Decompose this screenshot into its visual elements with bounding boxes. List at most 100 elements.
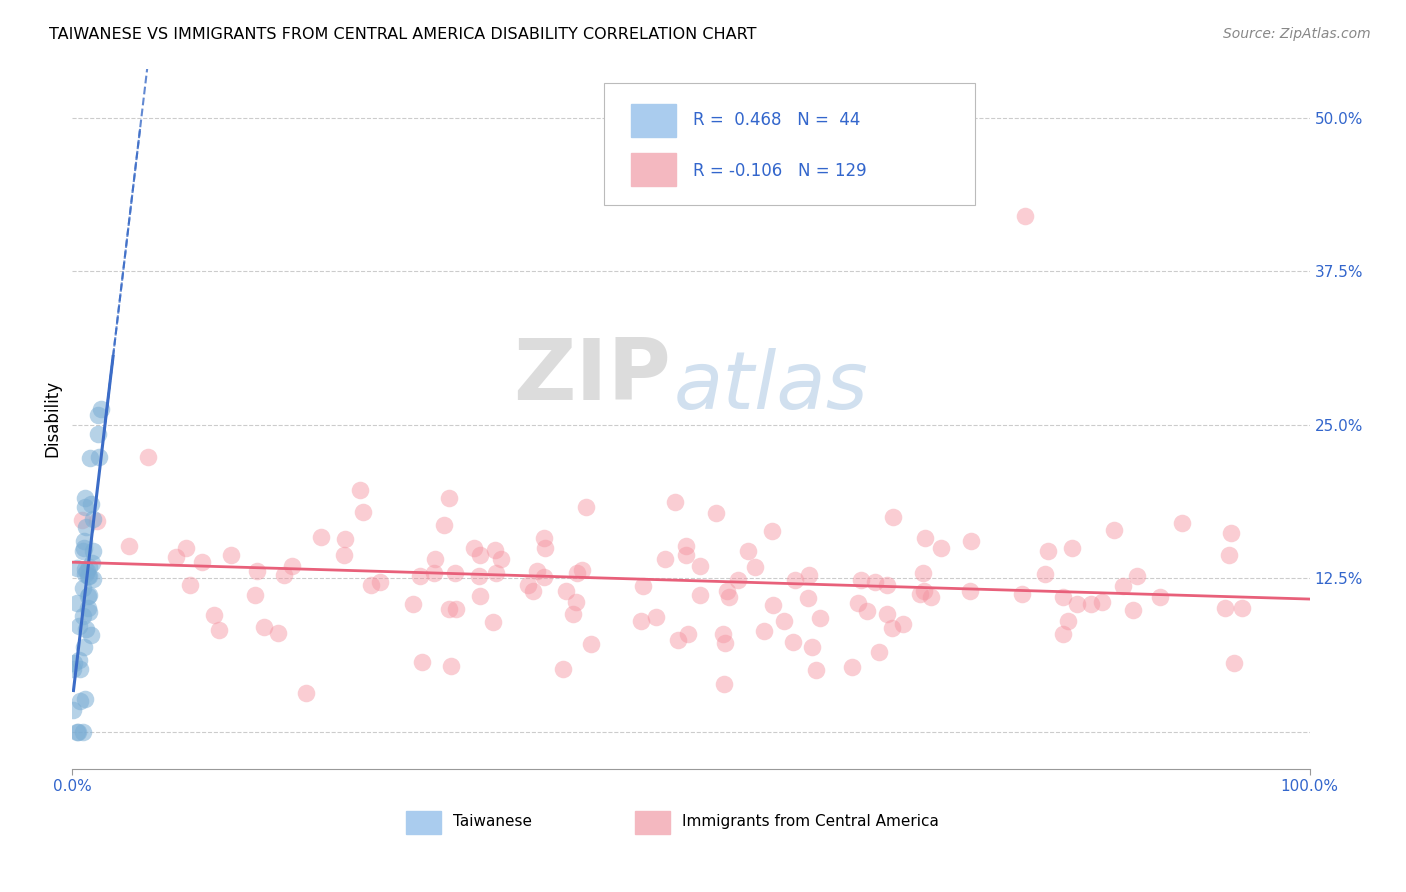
FancyBboxPatch shape bbox=[631, 153, 676, 186]
Point bbox=[912, 584, 935, 599]
Point bbox=[654, 551, 676, 566]
Point bbox=[62, 662, 84, 676]
Point bbox=[66, 561, 89, 575]
Point bbox=[179, 578, 201, 592]
Point bbox=[676, 626, 699, 640]
Point bbox=[1036, 544, 1059, 558]
Point bbox=[1066, 597, 1088, 611]
Point bbox=[368, 575, 391, 590]
Point bbox=[82, 572, 104, 586]
Point bbox=[67, 653, 90, 667]
Point bbox=[711, 627, 734, 641]
Point bbox=[76, 564, 98, 578]
Point bbox=[704, 506, 727, 520]
Point bbox=[849, 573, 872, 587]
Point bbox=[533, 541, 555, 555]
Point bbox=[69, 662, 91, 676]
Point bbox=[565, 566, 588, 580]
Point bbox=[73, 567, 96, 582]
Point bbox=[352, 504, 374, 518]
Point bbox=[67, 618, 90, 632]
Point bbox=[90, 402, 112, 417]
Point bbox=[555, 584, 578, 599]
Point bbox=[1052, 627, 1074, 641]
Point bbox=[202, 607, 225, 622]
Point bbox=[208, 623, 231, 637]
Point bbox=[349, 483, 371, 497]
Point bbox=[714, 636, 737, 650]
Point bbox=[1219, 526, 1241, 541]
Point bbox=[80, 497, 103, 511]
Point bbox=[533, 531, 555, 545]
Point bbox=[716, 584, 738, 599]
Point bbox=[841, 660, 863, 674]
Point bbox=[797, 568, 820, 582]
Point bbox=[1126, 568, 1149, 582]
Point bbox=[491, 552, 513, 566]
Point bbox=[675, 539, 697, 553]
Point bbox=[87, 409, 110, 423]
Point bbox=[562, 607, 585, 621]
Point bbox=[526, 564, 548, 578]
Point bbox=[79, 560, 101, 574]
Point bbox=[72, 541, 94, 555]
Point bbox=[908, 587, 931, 601]
Point bbox=[737, 544, 759, 558]
Point bbox=[744, 560, 766, 574]
Point bbox=[891, 616, 914, 631]
Point bbox=[517, 577, 540, 591]
Point bbox=[876, 578, 898, 592]
Point bbox=[468, 589, 491, 603]
Text: Immigrants from Central America: Immigrants from Central America bbox=[682, 814, 939, 830]
FancyBboxPatch shape bbox=[406, 811, 441, 834]
Point bbox=[574, 500, 596, 514]
Point bbox=[1057, 615, 1080, 629]
Point bbox=[243, 588, 266, 602]
Point bbox=[912, 566, 935, 580]
Point bbox=[761, 524, 783, 539]
Point bbox=[72, 724, 94, 739]
Point bbox=[444, 602, 467, 616]
Point bbox=[1149, 590, 1171, 604]
Point bbox=[1060, 541, 1083, 555]
Point bbox=[432, 517, 454, 532]
Point bbox=[868, 645, 890, 659]
Text: R =  0.468   N =  44: R = 0.468 N = 44 bbox=[693, 112, 860, 129]
Point bbox=[423, 551, 446, 566]
Point bbox=[75, 500, 97, 514]
Point bbox=[437, 602, 460, 616]
Point bbox=[1112, 579, 1135, 593]
Point bbox=[75, 562, 97, 576]
Point bbox=[1102, 523, 1125, 537]
Point bbox=[1011, 587, 1033, 601]
Point bbox=[82, 544, 104, 558]
Point bbox=[782, 635, 804, 649]
Point bbox=[1218, 549, 1240, 563]
Point bbox=[70, 513, 93, 527]
Point bbox=[1171, 516, 1194, 531]
Point bbox=[929, 541, 952, 555]
Point bbox=[914, 531, 936, 545]
Point bbox=[77, 588, 100, 602]
Point bbox=[1080, 597, 1102, 611]
Point bbox=[876, 607, 898, 621]
Point bbox=[66, 724, 89, 739]
Point bbox=[713, 677, 735, 691]
Point bbox=[82, 511, 104, 525]
Point bbox=[1014, 209, 1036, 223]
Point bbox=[360, 578, 382, 592]
Point bbox=[1091, 594, 1114, 608]
Point bbox=[75, 622, 97, 636]
Point bbox=[1213, 600, 1236, 615]
Point bbox=[75, 691, 97, 706]
Point bbox=[800, 640, 823, 654]
Point bbox=[468, 548, 491, 562]
Point bbox=[309, 530, 332, 544]
Point bbox=[484, 542, 506, 557]
Point bbox=[856, 604, 879, 618]
Point bbox=[439, 491, 461, 505]
Point bbox=[72, 640, 94, 654]
Point bbox=[75, 520, 97, 534]
Point bbox=[579, 637, 602, 651]
Point bbox=[718, 591, 741, 605]
